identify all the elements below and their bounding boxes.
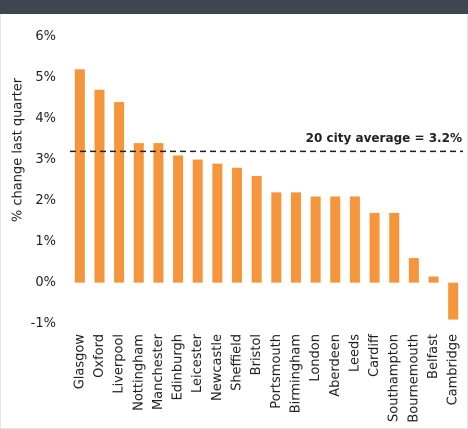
x-tick-label: Cambridge xyxy=(446,334,461,405)
bar xyxy=(212,163,223,283)
bar xyxy=(349,196,360,283)
bar xyxy=(330,196,341,283)
bar xyxy=(389,212,400,283)
x-tick-label: Liverpool xyxy=(112,334,127,394)
y-axis-title: % change last quarter xyxy=(11,77,26,222)
bar xyxy=(290,192,301,283)
x-tick-label: Sheffield xyxy=(230,334,245,391)
bar xyxy=(74,69,85,283)
bar xyxy=(448,282,459,320)
bar xyxy=(271,192,282,283)
bar xyxy=(428,276,439,283)
x-tick-label: Leeds xyxy=(347,334,362,372)
x-tick-label: Portsmouth xyxy=(269,334,284,409)
bar xyxy=(232,167,243,283)
x-tick-label: Edinburgh xyxy=(171,334,186,400)
y-tick-label: 6% xyxy=(35,29,56,44)
average-label: 20 city average = 3.2% xyxy=(306,131,462,145)
x-tick-label: Bournemouth xyxy=(406,334,421,423)
bar xyxy=(408,258,419,283)
x-tick-label: Southampton xyxy=(387,334,402,422)
x-tick-label: Bristol xyxy=(249,334,264,375)
x-tick-label: Leicester xyxy=(190,333,205,393)
y-tick-label: 4% xyxy=(35,111,56,126)
y-tick-label: -1% xyxy=(31,316,56,331)
x-tick-label: Newcastle xyxy=(210,334,225,401)
x-tick-label: Cardiff xyxy=(367,333,382,377)
y-tick-label: 3% xyxy=(35,152,56,167)
y-tick-label: 2% xyxy=(35,193,56,208)
bar xyxy=(251,175,262,283)
bar xyxy=(153,143,164,283)
x-tick-label: London xyxy=(308,334,323,382)
x-tick-label: Belfast xyxy=(426,334,441,379)
x-tick-label: Nottingham xyxy=(131,334,146,411)
bar xyxy=(133,143,144,283)
bar xyxy=(114,102,125,283)
x-tick-label: Aberdeen xyxy=(328,334,343,397)
x-tick-label: Birmingham xyxy=(288,334,303,413)
bar xyxy=(94,89,105,283)
y-tick-label: 0% xyxy=(35,275,56,290)
x-tick-label: Oxford xyxy=(92,334,107,378)
bar xyxy=(369,212,380,283)
x-tick-label: Manchester xyxy=(151,333,166,410)
bar xyxy=(310,196,321,283)
bar xyxy=(173,155,184,283)
header-band xyxy=(0,0,468,14)
y-tick-label: 1% xyxy=(35,234,56,249)
x-tick-label: Glasgow xyxy=(72,334,87,390)
bar xyxy=(192,159,203,283)
y-tick-label: 5% xyxy=(35,70,56,85)
